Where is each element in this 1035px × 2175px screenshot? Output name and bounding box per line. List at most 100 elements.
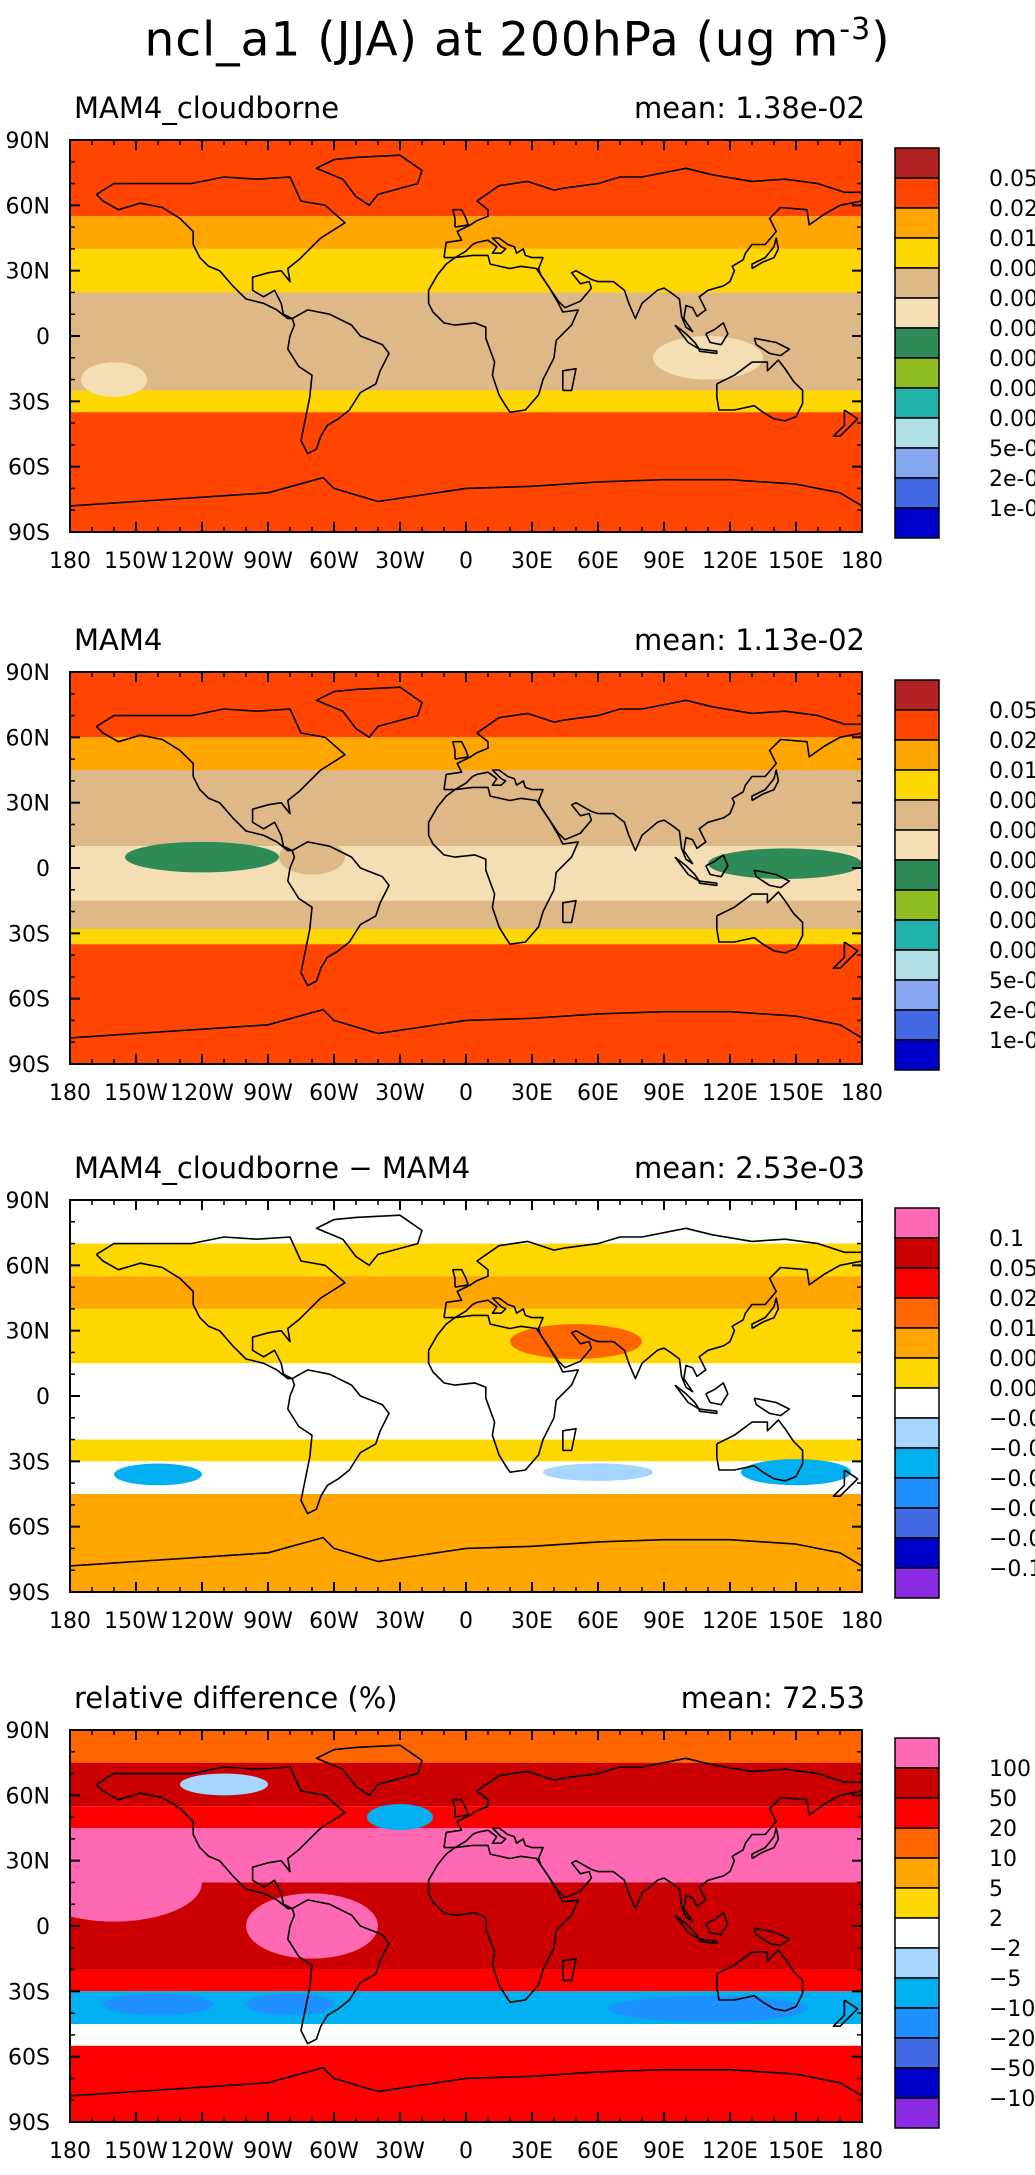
map-panel-difference: 90N 60N 30N 0 30S 60S 90S 180 150W 120W 90W 60W 30W 0…: [0, 1150, 1035, 1640]
lon-tick-label: 180: [841, 1081, 883, 1106]
coastline: [287, 841, 390, 987]
legend-label: 0.01: [989, 227, 1035, 252]
lon-tick-label: 120E: [702, 1609, 758, 1634]
lat-tick-label: 90S: [8, 521, 50, 546]
field-blob: [488, 318, 576, 354]
legend-label: 0.0002: [989, 909, 1035, 934]
map-plot-difference: 90N 60N 30N 0 30S 60S 90S 180 150W 120W 90W 60W 30W 0…: [6, 1189, 1035, 1634]
lat-tick-label: 60S: [8, 988, 50, 1013]
lat-tick-label: 0: [36, 1385, 50, 1410]
panel-mean: mean: 1.13e-02: [634, 622, 865, 658]
legend-label: 0.002: [989, 1377, 1035, 1402]
lon-tick-label: 0: [459, 549, 473, 574]
field-blob: [708, 848, 862, 879]
lon-tick-label: 60W: [309, 549, 359, 574]
legend-swatch: [894, 327, 940, 359]
mean-value: 1.13e-02: [735, 623, 865, 657]
map-field: [70, 1730, 862, 2122]
coastline: [562, 367, 577, 392]
coastline: [698, 348, 718, 355]
coastline: [751, 769, 780, 802]
mean-value: 72.53: [781, 1681, 865, 1715]
legend-label: 0.002: [989, 819, 1035, 844]
legend-label: 100: [989, 1757, 1031, 1782]
coastline: [452, 1268, 469, 1288]
legend-swatch: [894, 679, 940, 711]
coastline: [698, 880, 718, 887]
legend-swatch: [894, 357, 940, 389]
map-plot-relative-difference: 90N 60N 30N 0 30S 60S 90S 180 150W 120W 90W 60W 30W 0…: [6, 1719, 1035, 2164]
legend-swatch: [894, 1237, 940, 1269]
lat-tick-label: 30S: [8, 1450, 50, 1475]
coastline: [716, 891, 804, 954]
lon-tick-label: 90W: [243, 1609, 293, 1634]
lon-tick-label: 90W: [243, 549, 293, 574]
lon-tick-label: 30W: [375, 1081, 425, 1106]
lon-tick-label: 90E: [643, 1081, 685, 1106]
panel-title: MAM4_cloudborne: [74, 91, 340, 125]
lon-tick-label: 90E: [643, 549, 685, 574]
field-band: [70, 2024, 862, 2046]
legend-label: 0.0001: [989, 939, 1035, 964]
coastline: [751, 237, 780, 270]
lon-tick-label: 60E: [577, 1609, 619, 1634]
coastline: [832, 409, 859, 437]
lon-tick-label: 120E: [702, 549, 758, 574]
figure-title-superscript: -3: [839, 12, 872, 47]
field-blob: [125, 841, 279, 873]
field-band: [70, 140, 862, 217]
lat-tick-label: 90S: [8, 1053, 50, 1078]
lon-tick-label: 150W: [104, 2139, 168, 2164]
coastline: [698, 1408, 718, 1415]
lat-tick-label: 0: [36, 1915, 50, 1940]
map-panel-relative-difference: 90N 60N 30N 0 30S 60S 90S 180 150W 120W 90W 60W 30W 0…: [0, 1680, 1035, 2175]
legend-swatch: [894, 1417, 940, 1449]
field-band: [70, 824, 862, 847]
legend-swatch: [894, 1737, 940, 1769]
legend-label: 1e-05: [989, 497, 1035, 522]
panel-mean: mean: 2.53e-03: [634, 1150, 865, 1186]
coastline: [95, 1766, 346, 1910]
coastline: [315, 686, 423, 739]
panel-title: relative difference (%): [74, 1681, 398, 1715]
coastline: [832, 1469, 859, 1497]
lon-tick-label: 30E: [511, 1081, 553, 1106]
coastline: [427, 1844, 579, 2003]
coastline: [70, 2066, 862, 2097]
lat-tick-label: 60N: [6, 1784, 50, 1809]
lon-tick-label: 30E: [511, 1609, 553, 1634]
coastline: [427, 1314, 579, 1473]
coastline: [562, 899, 577, 924]
legend-swatch: [894, 799, 940, 831]
legend-swatch: [894, 2007, 940, 2039]
coastline: [698, 1938, 718, 1945]
coastline: [705, 854, 729, 878]
map-panel-cloudborne: 90N 60N 30N 0 30S 60S 90S 180 150W 120W 90W 60W 30W 0…: [0, 90, 1035, 580]
coastline: [427, 254, 579, 413]
coastline: [562, 1427, 577, 1452]
lat-tick-label: 60S: [8, 2046, 50, 2071]
panel-mean: mean: 1.38e-02: [634, 90, 865, 126]
coastline: [753, 1927, 791, 1947]
legend-label: 0.01: [989, 1317, 1035, 1342]
legend-label: −2: [989, 1937, 1021, 1962]
coastline: [716, 1949, 804, 2012]
mean-label: mean:: [633, 1151, 726, 1185]
lon-tick-label: 120W: [170, 549, 234, 574]
lat-tick-label: 0: [36, 325, 50, 350]
legend-swatch: [894, 829, 940, 861]
legend-swatch: [894, 1857, 940, 1889]
field-blob: [246, 1993, 334, 2016]
legend-swatch: [894, 1357, 940, 1389]
mean-value: 2.53e-03: [735, 1151, 865, 1185]
lat-tick-label: 30N: [6, 260, 50, 285]
legend-label: 10: [989, 1847, 1017, 1872]
figure-title-close: ): [871, 12, 891, 68]
lon-tick-label: 60E: [577, 549, 619, 574]
legend-swatch: [894, 147, 940, 179]
lon-tick-label: 150E: [768, 1081, 824, 1106]
lat-tick-label: 60N: [6, 1254, 50, 1279]
lon-tick-label: 180: [49, 2139, 91, 2164]
legend-swatch: [894, 1887, 940, 1919]
legend-swatch: [894, 207, 940, 239]
